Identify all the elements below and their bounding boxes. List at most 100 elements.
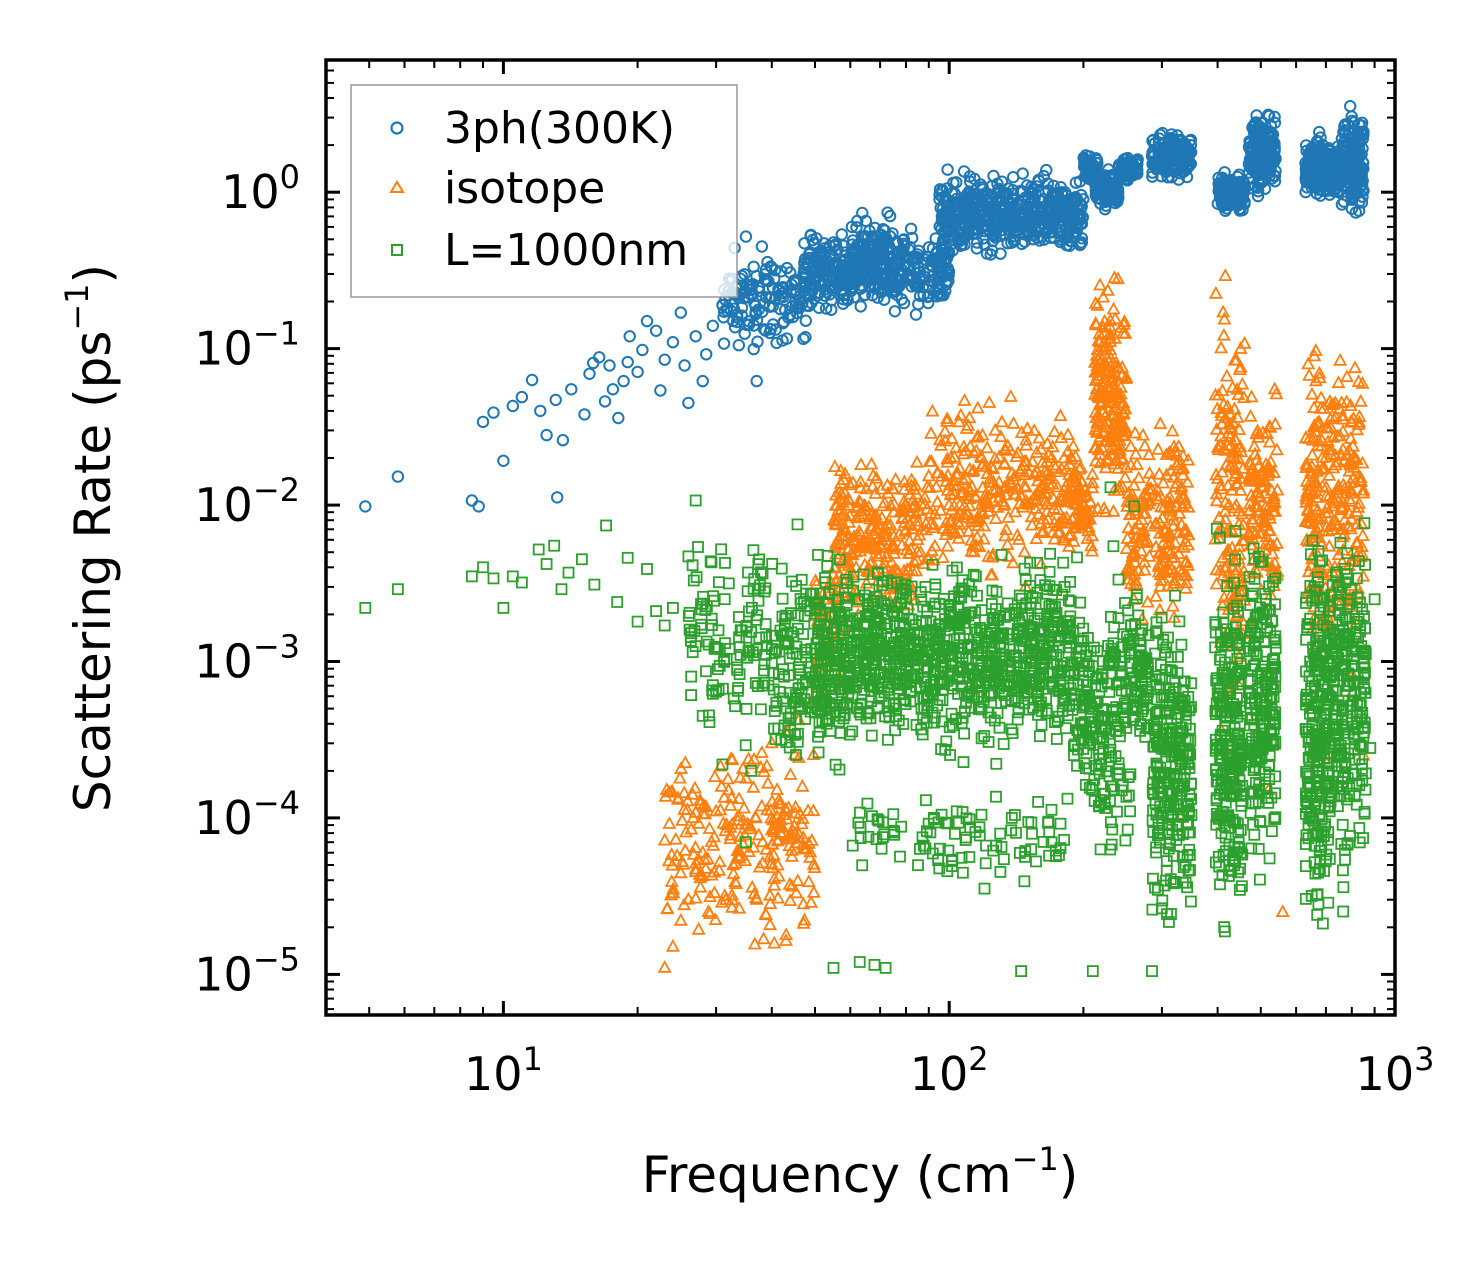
data-point-circle <box>797 267 810 280</box>
data-point-circle <box>941 163 954 176</box>
data-point-circle <box>1250 109 1263 122</box>
data-point-circle <box>1181 161 1194 174</box>
data-point-circle <box>854 282 868 295</box>
data-point-circle <box>819 302 833 315</box>
data-point-circle <box>867 257 880 270</box>
data-point-circle <box>1074 236 1087 250</box>
data-point-circle <box>1243 135 1256 148</box>
data-point-circle <box>985 244 999 257</box>
data-point-circle <box>878 293 891 306</box>
data-point-circle <box>762 275 775 288</box>
data-point-circle <box>621 355 634 369</box>
data-point-circle <box>739 230 753 243</box>
data-point-circle <box>939 193 952 207</box>
data-point-circle <box>888 305 902 318</box>
data-point-circle <box>606 383 620 396</box>
data-point-circle <box>939 221 952 234</box>
data-point-circle <box>1041 177 1055 190</box>
data-point-circle <box>735 301 749 314</box>
data-point-circle <box>1055 186 1069 199</box>
data-point-circle <box>879 231 893 245</box>
data-point-circle <box>823 288 836 301</box>
data-point-circle <box>912 298 925 311</box>
data-point-circle <box>825 266 838 279</box>
data-point-circle <box>1102 163 1115 176</box>
data-point-circle <box>654 384 667 397</box>
data-point-circle <box>658 353 671 366</box>
data-point-circle <box>1258 144 1271 157</box>
data-point-circle <box>874 233 887 246</box>
data-point-circle <box>798 237 811 250</box>
data-point-circle <box>764 323 777 336</box>
data-point-circle <box>1259 167 1272 181</box>
data-point-circle <box>948 187 961 200</box>
data-point-circle <box>1256 116 1269 129</box>
data-point-circle <box>746 278 760 291</box>
data-point-circle <box>807 278 820 292</box>
data-point-circle <box>515 390 529 404</box>
data-point-circle <box>741 291 755 304</box>
data-point-circle <box>910 279 923 292</box>
data-point-circle <box>874 245 888 259</box>
data-point-circle <box>534 404 547 418</box>
data-point-circle <box>497 454 510 467</box>
data-point-circle <box>717 305 731 318</box>
data-point-circle <box>717 311 730 324</box>
data-point-circle <box>617 374 630 388</box>
data-point-circle <box>506 399 519 413</box>
data-point-circle <box>997 187 1010 200</box>
data-point-circle <box>953 232 967 246</box>
data-point-circle <box>717 337 731 350</box>
data-point-circle <box>549 393 562 407</box>
data-point-circle <box>799 331 812 344</box>
data-point-circle <box>1146 146 1160 159</box>
data-point-circle <box>1040 163 1053 177</box>
data-point-circle <box>883 209 897 223</box>
data-point-circle <box>1059 230 1073 244</box>
data-point-circle <box>949 205 963 219</box>
data-point-circle <box>897 233 911 246</box>
data-point-circle <box>970 242 983 255</box>
data-point-circle <box>927 275 941 288</box>
data-point-circle <box>942 235 956 248</box>
data-point-circle <box>835 228 848 241</box>
data-point-circle <box>732 339 745 352</box>
data-point-circle <box>780 332 794 345</box>
data-point-circle <box>804 265 817 278</box>
data-point-circle <box>598 395 612 408</box>
data-point-circle <box>1099 199 1113 212</box>
data-point-circle <box>1028 199 1041 213</box>
data-point-circle <box>700 348 713 361</box>
data-point-circle <box>904 222 918 236</box>
data-point-circle <box>623 330 636 343</box>
data-point-circle <box>841 293 854 307</box>
data-point-circle <box>1165 159 1179 172</box>
data-point-circle <box>964 175 977 188</box>
data-point-circle <box>880 276 893 289</box>
data-point-circle <box>551 491 564 504</box>
data-point-circle <box>963 170 976 183</box>
data-point-circle <box>755 240 769 253</box>
data-point-circle <box>359 500 372 513</box>
data-point-circle <box>1001 213 1014 227</box>
data-point-circle <box>967 206 980 219</box>
data-point-circle <box>850 221 863 234</box>
data-point-circle <box>845 247 858 260</box>
data-point-circle <box>770 336 783 350</box>
data-point-circle <box>1058 202 1071 215</box>
data-point-circle <box>839 246 852 259</box>
data-point-circle <box>1219 182 1232 195</box>
data-point-circle <box>768 264 782 277</box>
data-point-circle <box>1255 124 1269 137</box>
data-point-circle <box>649 324 663 337</box>
data-point-circle <box>1250 152 1264 165</box>
data-point-circle <box>789 295 802 308</box>
data-point-circle <box>1079 155 1093 169</box>
data-point-circle <box>1121 172 1135 185</box>
data-point-circle <box>1300 144 1313 158</box>
data-point-circle <box>612 411 625 425</box>
data-point-circle <box>907 250 920 264</box>
data-point-circle <box>937 233 950 247</box>
data-point-circle <box>897 237 911 251</box>
data-point-circle <box>1268 175 1282 188</box>
